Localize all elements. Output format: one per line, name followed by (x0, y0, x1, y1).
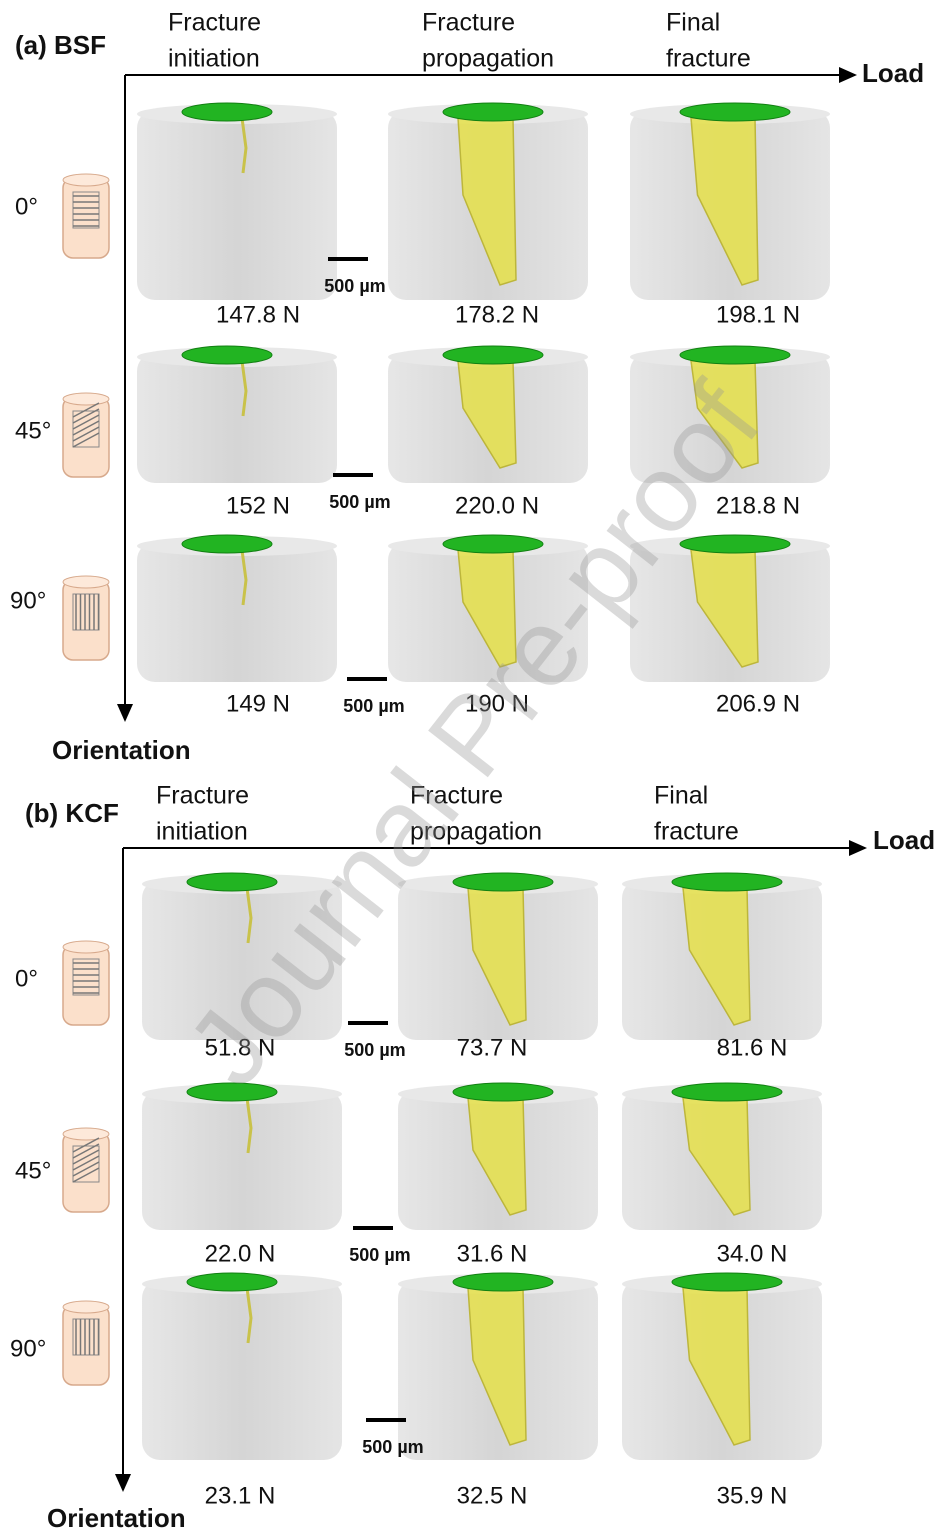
column-header: propagation (422, 45, 554, 73)
angle-label: 90° (10, 587, 46, 614)
force-label: 81.6 N (717, 1034, 788, 1061)
force-label: 152 N (226, 492, 290, 519)
column-header: initiation (156, 818, 248, 846)
force-label: 198.1 N (716, 301, 800, 328)
loading-ball (453, 1273, 553, 1291)
loading-ball (182, 346, 272, 364)
panel-label: (a) BSF (15, 30, 106, 60)
scale-bar-label: 500 µm (329, 492, 390, 512)
loading-ball (453, 1083, 553, 1101)
loading-ball (680, 103, 790, 121)
x-axis-label: Load (862, 58, 924, 88)
loading-ball (187, 873, 277, 891)
specimen-icon-top (63, 1128, 109, 1140)
specimen-icon (63, 1305, 109, 1385)
specimen-icon-top (63, 576, 109, 588)
loading-ball (443, 103, 543, 121)
panel-label: (b) KCF (25, 798, 119, 828)
force-label: 147.8 N (216, 301, 300, 328)
angle-label: 90° (10, 1335, 46, 1362)
x-axis-label: Load (873, 825, 935, 855)
loading-ball (182, 103, 272, 121)
angle-label: 45° (15, 417, 51, 444)
force-label: 178.2 N (455, 301, 539, 328)
scale-bar-label: 500 µm (349, 1245, 410, 1265)
angle-label: 0° (15, 965, 38, 992)
loading-ball (672, 873, 782, 891)
y-axis-label: Orientation (52, 735, 191, 765)
loading-ball (672, 1083, 782, 1101)
column-header: Final (654, 782, 708, 810)
scale-bar-label: 500 µm (344, 1040, 405, 1060)
loading-ball (680, 346, 790, 364)
force-label: 23.1 N (205, 1482, 276, 1509)
loading-ball (443, 346, 543, 364)
force-label: 73.7 N (457, 1034, 528, 1061)
loading-ball (672, 1273, 782, 1291)
force-label: 220.0 N (455, 492, 539, 519)
angle-label: 45° (15, 1157, 51, 1184)
figure: (a) BSF Fracture initiation Fracture propaga… (0, 0, 945, 1535)
specimen-icon-top (63, 393, 109, 405)
column-header: Fracture (422, 9, 515, 37)
force-label: 149 N (226, 690, 290, 717)
column-header: Fracture (156, 782, 249, 810)
column-header: fracture (654, 818, 739, 846)
column-header: Fracture (168, 9, 261, 37)
force-label: 32.5 N (457, 1482, 528, 1509)
specimen-body (142, 1280, 342, 1460)
y-axis-label: Orientation (47, 1503, 186, 1533)
specimen-icon (63, 1132, 109, 1212)
scale-bar-label: 500 µm (362, 1437, 423, 1457)
column-header: initiation (168, 45, 260, 73)
scale-bar-label: 500 µm (343, 696, 404, 716)
specimen-body (137, 542, 337, 682)
specimen-body (142, 1090, 342, 1230)
angle-label: 0° (15, 193, 38, 220)
specimen-icon-top (63, 1301, 109, 1313)
loading-ball (182, 535, 272, 553)
specimen-icon (63, 178, 109, 258)
specimen-body (137, 353, 337, 483)
force-label: 31.6 N (457, 1240, 528, 1267)
specimen-icon (63, 397, 109, 477)
loading-ball (187, 1273, 277, 1291)
specimen-body (137, 110, 337, 300)
column-header: fracture (666, 45, 751, 73)
force-label: 35.9 N (717, 1482, 788, 1509)
scale-bar-label: 500 µm (324, 276, 385, 296)
loading-ball (453, 873, 553, 891)
specimen-icon (63, 580, 109, 660)
specimen-icon (63, 945, 109, 1025)
force-label: 34.0 N (717, 1240, 788, 1267)
force-label: 206.9 N (716, 690, 800, 717)
force-label: 22.0 N (205, 1240, 276, 1267)
specimen-icon-top (63, 941, 109, 953)
column-header: Final (666, 9, 720, 37)
loading-ball (443, 535, 543, 553)
specimen-icon-top (63, 174, 109, 186)
